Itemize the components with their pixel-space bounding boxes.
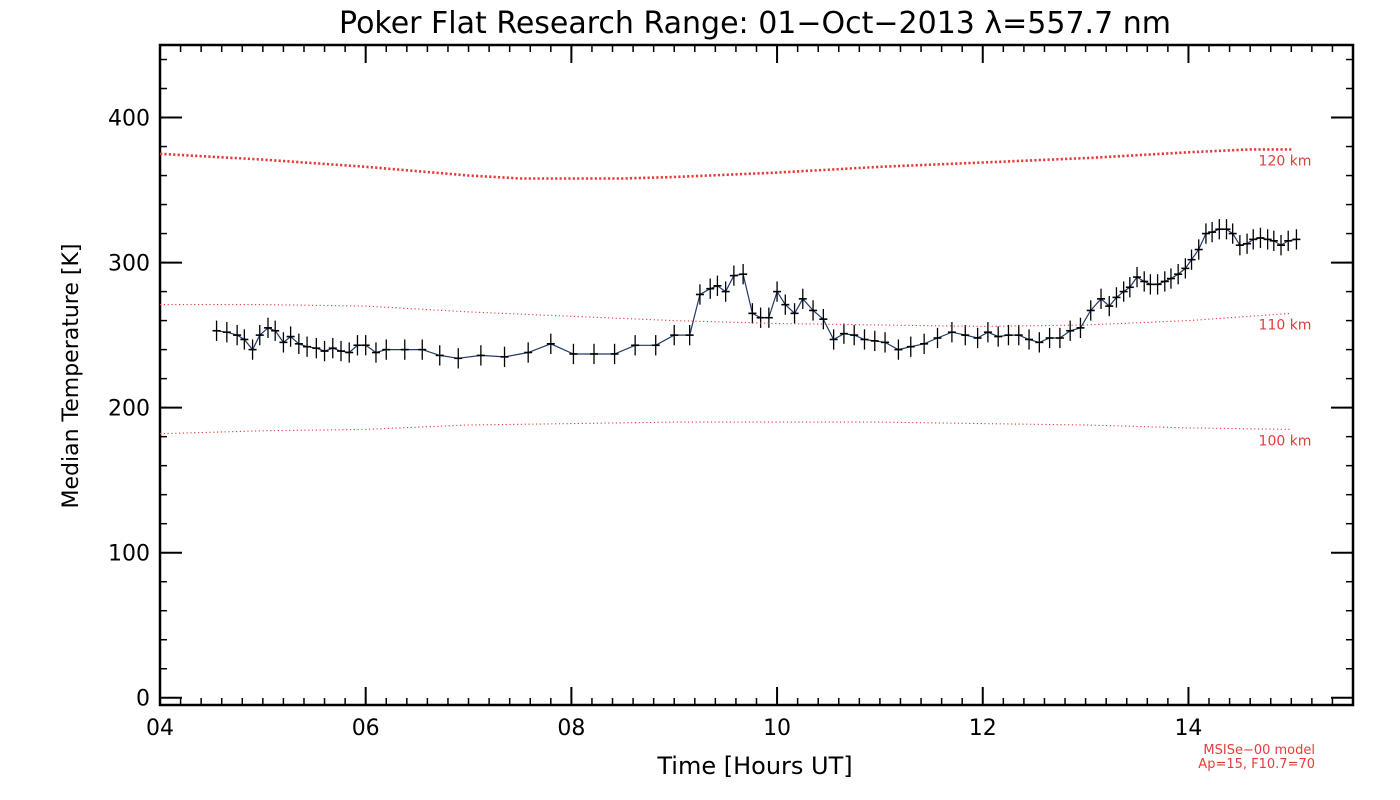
- measurement-series-line: [216, 228, 1297, 359]
- x-tick-label: 04: [146, 716, 174, 741]
- y-tick-label: 300: [108, 252, 150, 277]
- chart-title: Poker Flat Research Range: 01−Oct−2013 λ…: [339, 6, 1171, 41]
- x-tick-label: 10: [763, 716, 791, 741]
- plot-area: 04 06 08 10 12 14 0 100 200 300 400 120 km 110 km 100…: [108, 43, 1355, 741]
- model-annotation-line1: MSISe−00 model: [1203, 743, 1315, 758]
- y-axis-label: Median Temperature [K]: [59, 244, 84, 509]
- plot-frame: [158, 43, 1355, 707]
- x-axis-label: Time [Hours UT]: [656, 752, 852, 780]
- y-tick-label: 100: [108, 542, 150, 567]
- model-line-label: 120 km: [1259, 153, 1312, 169]
- model-line-110km: [160, 304, 1292, 327]
- x-tick-label: 14: [1174, 716, 1202, 741]
- x-tick-label: 12: [969, 716, 997, 741]
- model-line-100km: [159, 421, 1292, 435]
- y-tick-label: 200: [108, 397, 150, 422]
- y-tick-label: 400: [108, 107, 150, 132]
- y-tick-label: 0: [136, 687, 150, 712]
- x-tick-label: 06: [352, 716, 380, 741]
- model-line-label: 100 km: [1259, 433, 1312, 449]
- model-line-label: 110 km: [1259, 317, 1312, 333]
- x-tick-label: 08: [557, 716, 585, 741]
- model-line-120km: [159, 148, 1292, 180]
- model-annotation-line2: Ap=15, F10.7=70: [1198, 757, 1315, 772]
